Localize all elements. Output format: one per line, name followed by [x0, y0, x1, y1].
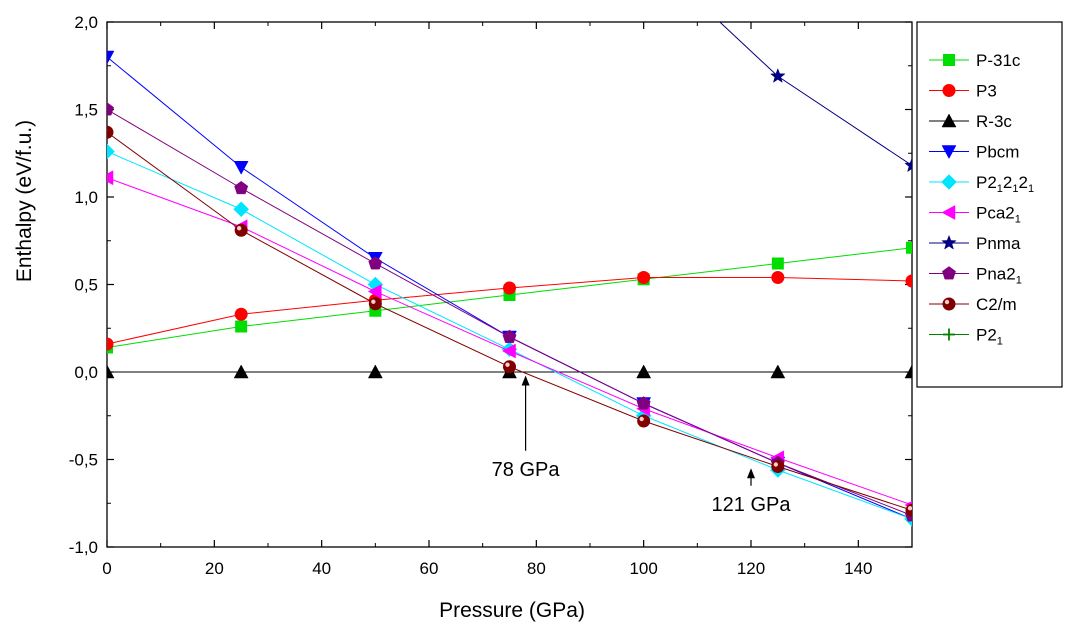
data-point	[107, 102, 114, 116]
y-tick-label: 1,0	[74, 188, 98, 207]
y-axis-label: Enthalpy (eV/f.u.)	[13, 120, 36, 282]
legend-item: Pca21	[929, 204, 1021, 226]
data-point	[234, 180, 249, 195]
legend-box	[916, 21, 1063, 388]
y-tick-label: -0,5	[69, 451, 98, 470]
legend-item: Pbcm	[929, 143, 1019, 162]
data-point	[368, 297, 382, 311]
legend-item: R-3c	[929, 112, 1012, 131]
data-point	[904, 157, 912, 173]
series-line	[107, 131, 912, 511]
legend-label: P21	[976, 326, 1003, 348]
axes: 0 20 40 60 80 100 120 140 -1,0 -0,5 0,0 0,5 1,0 1,5 2,…	[69, 13, 913, 578]
data-point	[107, 364, 115, 379]
data-point	[771, 271, 785, 284]
x-tick-label: 140	[844, 559, 872, 578]
y-tick-label: 1,5	[74, 101, 98, 120]
series-6	[719, 22, 912, 173]
x-tick-label: 60	[420, 559, 439, 578]
legend-item: Pna21	[929, 265, 1022, 287]
legend-label: C2/m	[976, 295, 1017, 314]
legend-label: P212121	[976, 173, 1034, 195]
annotations: 78 GPa 121 GPa	[492, 375, 792, 516]
data-point	[637, 271, 651, 284]
data-point	[905, 503, 912, 517]
legend-label: P-31c	[976, 51, 1021, 70]
legend-marker	[941, 145, 957, 160]
legend-marker	[941, 205, 956, 220]
legend-marker	[942, 266, 956, 280]
data-point	[771, 257, 784, 270]
data-point	[502, 329, 517, 343]
legend-item: P3	[929, 82, 997, 101]
legend-label: Pbcm	[976, 143, 1019, 162]
data-point	[501, 343, 516, 359]
x-tick-label: 120	[737, 559, 765, 578]
legend-label: P3	[976, 82, 997, 101]
data-point	[368, 256, 383, 270]
series-layer	[107, 22, 912, 527]
data-point	[636, 364, 652, 379]
y-tick-label: 0,0	[74, 363, 98, 382]
x-tick-label: 0	[102, 559, 111, 578]
x-axis-label: Pressure (GPa)	[439, 599, 585, 622]
legend-label: Pna21	[976, 265, 1022, 287]
data-point	[770, 364, 786, 379]
legend-marker	[941, 234, 957, 250]
legend-item: P21	[929, 326, 1003, 348]
legend-label: Pca21	[976, 204, 1021, 226]
annotation-arrow-head	[747, 468, 755, 479]
annotation-arrow-head	[521, 375, 530, 386]
data-point	[107, 337, 114, 351]
legend: P-31c P3 R-3c Pbcm P212121 Pca21 Pnma Pna21 C2/m…	[916, 21, 1063, 388]
legend-label: Pnma	[976, 234, 1021, 253]
series-line	[107, 109, 912, 516]
x-tick-label: 100	[629, 559, 657, 578]
data-point	[904, 364, 912, 379]
data-point	[233, 201, 250, 218]
legend-label: R-3c	[976, 112, 1012, 131]
data-point	[235, 320, 248, 333]
data-point	[107, 143, 115, 160]
legend-marker	[943, 328, 955, 341]
data-point	[234, 223, 248, 237]
legend-marker	[942, 84, 956, 97]
legend-item: P-31c	[929, 51, 1021, 70]
data-point	[233, 161, 249, 175]
data-point	[367, 284, 382, 299]
data-point	[770, 68, 786, 83]
legend-marker	[943, 54, 955, 66]
legend-item: Pnma	[929, 234, 1021, 253]
data-point	[107, 125, 114, 139]
y-tick-label: 2,0	[74, 13, 98, 32]
annotation-label: 121 GPa	[712, 494, 792, 516]
data-point	[636, 396, 651, 410]
series-8	[107, 125, 912, 517]
data-point	[771, 460, 785, 473]
annotation-label: 78 GPa	[492, 459, 561, 481]
data-point	[637, 414, 651, 428]
legend-marker	[941, 113, 957, 128]
data-point	[503, 360, 516, 374]
legend-item: C2/m	[929, 295, 1017, 314]
x-tick-label: 40	[312, 559, 331, 578]
y-tick-label: 0,5	[74, 276, 98, 295]
x-tick-label: 20	[205, 559, 224, 578]
data-point	[234, 307, 248, 321]
data-point	[503, 281, 516, 295]
legend-item: P212121	[929, 173, 1034, 195]
y-tick-label: -1,0	[69, 538, 98, 557]
data-point	[906, 241, 912, 254]
data-point	[107, 50, 115, 65]
legend-marker	[942, 297, 956, 311]
data-point	[107, 170, 114, 186]
x-tick-label: 80	[527, 559, 546, 578]
data-point	[905, 274, 912, 288]
data-point	[367, 364, 383, 379]
data-point	[233, 364, 249, 379]
legend-marker	[941, 174, 957, 190]
